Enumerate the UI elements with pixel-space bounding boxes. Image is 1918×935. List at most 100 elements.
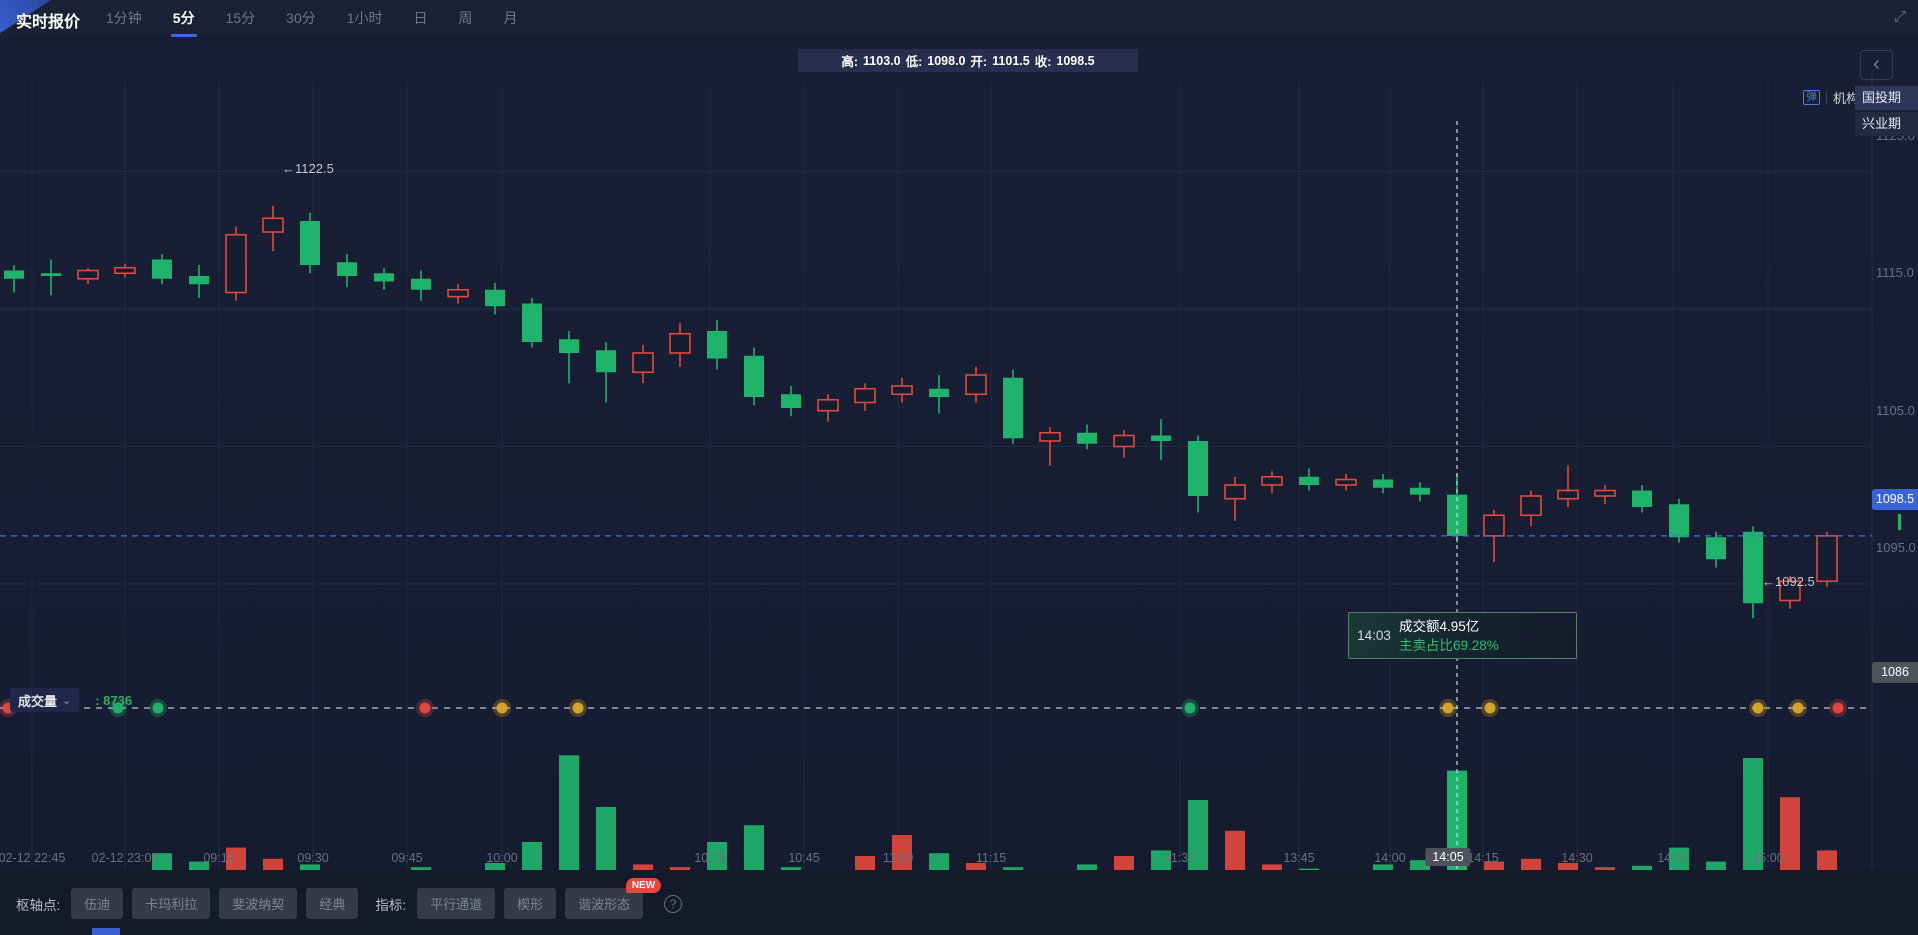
timeframe-tab[interactable]: 5分 — [171, 0, 197, 37]
signal-marker — [1484, 702, 1496, 714]
candle-down — [4, 270, 24, 279]
candle-down — [707, 331, 727, 359]
chart-area[interactable] — [0, 36, 1918, 904]
high-value: 1103.0 — [863, 53, 901, 68]
volume-header: 成交量 ⌄ : 8736 — [10, 688, 132, 712]
timeframe-tab[interactable]: 周 — [458, 10, 473, 26]
candle-up — [854, 387, 876, 404]
pivot-points-label: 枢轴点: — [16, 897, 61, 913]
divider — [1826, 90, 1827, 104]
signal-marker — [1184, 702, 1196, 714]
volume-bar — [596, 807, 616, 884]
tooltip-turnover: 成交额4.95亿 — [1399, 618, 1480, 634]
current-price-badge: 1098.5 — [1872, 488, 1918, 510]
candle-down — [189, 276, 209, 285]
volume-indicator-button[interactable]: 成交量 ⌄ — [10, 688, 80, 712]
timeframe-tab[interactable]: 月 — [503, 10, 518, 26]
chevron-left-icon: ‹ — [1873, 53, 1880, 75]
candle-up — [447, 288, 469, 298]
volume-bar — [1780, 797, 1800, 884]
open-value: 1101.5 — [992, 53, 1030, 68]
pivot-button[interactable]: 经典 — [306, 888, 359, 919]
candle-up — [1261, 475, 1283, 486]
candle-down — [41, 273, 61, 276]
signal-marker — [152, 702, 164, 714]
low-label: 低: — [905, 55, 923, 69]
ohlc-info-bar: 高: 1103.0 低: 1098.0 开: 1101.5 收: 1098.5 — [798, 49, 1138, 72]
candle-down — [152, 259, 172, 279]
time-axis-label: 11:30 — [1164, 851, 1196, 865]
timeframe-tabs: 1分钟 5分 15分 30分 1小时 日 周 月 — [104, 0, 520, 36]
candle-down — [596, 350, 616, 373]
candle-up — [77, 269, 99, 280]
candle-up — [1594, 489, 1616, 497]
candle-down — [1003, 377, 1023, 439]
time-axis-label: 09:30 — [297, 851, 329, 865]
price-axis-label: 1095.0 — [1876, 540, 1916, 555]
pivot-button[interactable]: 斐波纳契 — [219, 888, 298, 919]
candle-up — [669, 332, 691, 354]
time-axis-label: 02-12 23:00 — [91, 851, 159, 865]
indicator-button[interactable]: 楔形 — [504, 888, 557, 919]
time-axis-label: 02-12 22:45 — [0, 851, 66, 865]
candle-down — [1410, 487, 1430, 495]
candle-up — [114, 266, 136, 275]
broker-tag[interactable]: 兴业期 — [1855, 112, 1918, 136]
indicator-button[interactable]: 谐波形态 NEW — [565, 878, 662, 919]
pivot-button[interactable]: 伍迪 — [71, 888, 124, 919]
volume-label: 成交量 — [18, 693, 58, 709]
volume-bar — [1743, 758, 1763, 884]
collapse-panel-button[interactable]: ‹ — [1860, 50, 1893, 80]
broker-tag[interactable]: 国投期 — [1855, 86, 1918, 110]
candle-down — [744, 355, 764, 397]
time-axis-label: 13:45 — [1283, 851, 1315, 865]
time-axis-label: 11:15 — [975, 851, 1007, 865]
signal-marker — [1752, 702, 1764, 714]
candle-down — [929, 388, 949, 397]
candle-up — [817, 398, 839, 412]
timeframe-tab[interactable]: 15分 — [225, 10, 256, 26]
signal-marker — [496, 702, 508, 714]
candle-up — [1483, 514, 1505, 537]
candle-down — [485, 289, 505, 307]
timeframe-tab[interactable]: 1分钟 — [106, 10, 142, 26]
institution-toggle[interactable]: 弹 机构 — [1803, 86, 1859, 108]
candle-up — [965, 374, 987, 396]
timeframe-tab[interactable]: 日 — [413, 10, 428, 26]
top-bar: 实时报价 1分钟 5分 15分 30分 1小时 日 周 月 ⤢ — [0, 0, 1918, 36]
signal-marker — [112, 702, 124, 714]
chevron-down-icon: ⌄ — [62, 694, 72, 707]
time-axis-label: 10:15 — [694, 851, 726, 865]
new-badge: NEW — [625, 878, 662, 893]
bottom-strip: 枢轴点: 伍迪 卡玛利拉 斐波纳契 经典 指标: 平行通道 楔形 谐波形态 NEW? — [0, 870, 1918, 935]
pivot-button[interactable]: 卡玛利拉 — [132, 888, 211, 919]
candle-up — [1816, 535, 1838, 583]
volume-bar — [744, 825, 764, 884]
candle-down — [300, 221, 320, 265]
candle-down — [1188, 441, 1208, 496]
volume-bar — [1188, 800, 1208, 884]
candle-up — [1113, 434, 1135, 448]
drawing-toolbar: 枢轴点: 伍迪 卡玛利拉 斐波纳契 经典 指标: 平行通道 楔形 谐波形态 NEW? — [16, 878, 683, 919]
candle-down — [1373, 479, 1393, 488]
high-label: 高: — [841, 55, 859, 69]
timeframe-tab[interactable]: 30分 — [286, 10, 316, 26]
candle-up — [262, 217, 284, 233]
candle-up — [891, 385, 913, 396]
time-axis-label: 09:45 — [391, 851, 423, 865]
indicator-button[interactable]: 平行通道 — [417, 888, 496, 919]
candle-down — [522, 303, 542, 342]
time-axis-label: 15:00 — [1752, 851, 1784, 865]
signal-marker — [572, 702, 584, 714]
low-value: 1098.0 — [927, 53, 966, 68]
tooltip-sell-ratio: 主卖占比69.28% — [1399, 637, 1499, 653]
time-axis-label: 14:45 — [1657, 851, 1689, 865]
timeframe-tab[interactable]: 1小时 — [346, 10, 383, 26]
candle-up — [1039, 431, 1061, 442]
help-icon[interactable]: ? — [664, 894, 683, 913]
candle-up — [632, 352, 654, 374]
expand-icon[interactable]: ⤢ — [1893, 8, 1906, 25]
candle-down — [411, 278, 431, 290]
candle-up — [1557, 489, 1579, 500]
